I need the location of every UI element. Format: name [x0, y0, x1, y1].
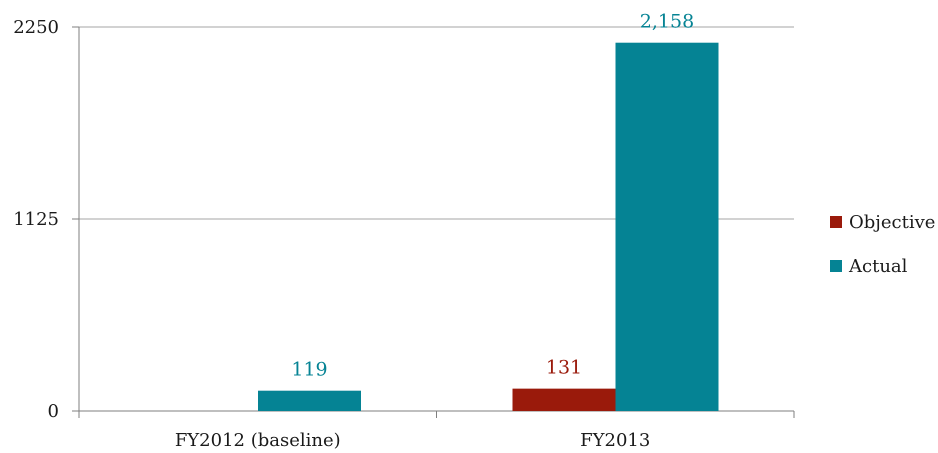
legend-item-actual: Actual	[830, 244, 936, 288]
legend-label-objective: Objective	[849, 211, 936, 233]
legend-item-objective: Objective	[830, 200, 936, 244]
data-label-actual-1: 2,158	[640, 11, 694, 33]
data-label-objective-1: 131	[546, 357, 582, 379]
bar-objective-1	[512, 388, 616, 411]
bar-actual-0	[258, 390, 361, 411]
y-tick-label-2250: 2250	[13, 17, 59, 38]
legend: Objective Actual	[830, 200, 936, 288]
y-tick-label-0: 0	[48, 401, 59, 422]
x-tick-label-0: FY2012 (baseline)	[175, 430, 341, 451]
legend-swatch-actual	[830, 260, 842, 272]
data-label-actual-0: 119	[291, 359, 327, 381]
x-tick-label-1: FY2013	[580, 430, 650, 451]
legend-label-actual: Actual	[849, 255, 908, 277]
y-tick-label-1125: 1125	[13, 209, 59, 230]
bar-actual-1	[615, 42, 719, 412]
legend-swatch-objective	[830, 216, 842, 228]
